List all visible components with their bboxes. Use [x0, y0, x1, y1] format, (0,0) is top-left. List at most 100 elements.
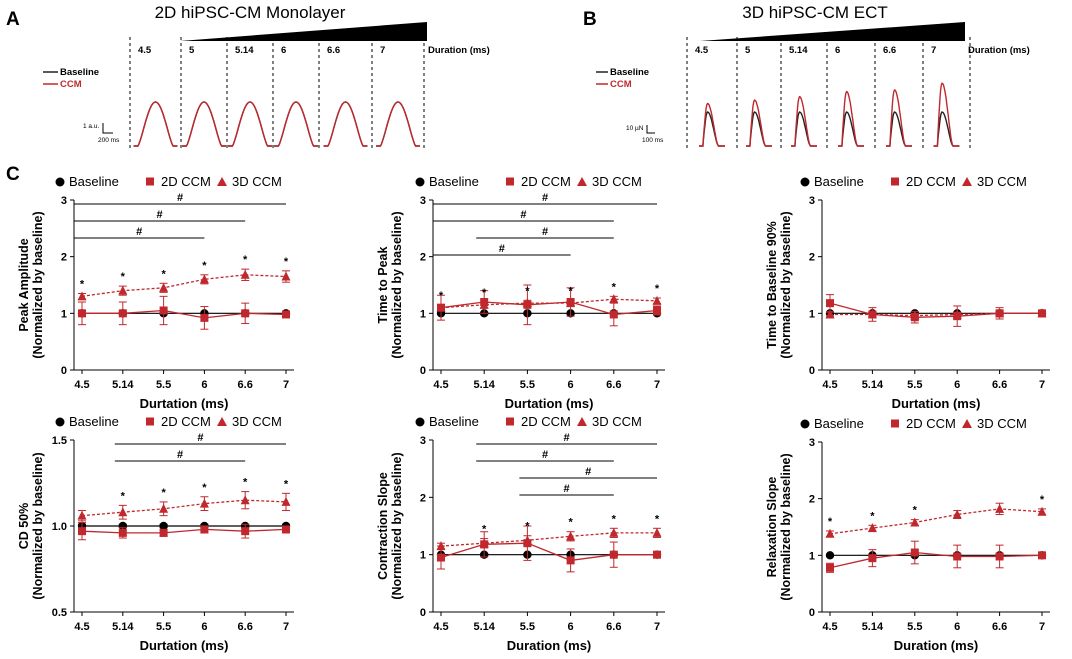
y-axis-label-line1: CD 50%: [17, 503, 31, 550]
significance-star: *: [655, 513, 660, 525]
3d-ccm-point: [1037, 308, 1047, 318]
panel-b-scale-bar-lines: [646, 125, 655, 134]
significance-star: *: [870, 510, 875, 522]
y-tick-label: 2: [420, 252, 426, 264]
significance-bracket-label: #: [520, 209, 526, 221]
panel-a-scale-bar-lines: [102, 123, 113, 134]
y-axis-label-line1: Peak Amplitude: [17, 238, 31, 331]
legend-2d-marker: [506, 177, 514, 186]
3d-ccm-point: [240, 269, 250, 279]
legend-2d-label: 2D CCM: [521, 414, 571, 429]
y-tick-label: 0: [809, 365, 815, 377]
3d-ccm-point: [479, 538, 489, 548]
y-axis-label-line2: (Normalized by baseline): [390, 452, 404, 599]
y-tick-label: 1: [420, 550, 426, 562]
significance-star: *: [202, 260, 207, 272]
a-ccm-trace: [182, 101, 226, 147]
x-tick-label: 5.14: [862, 621, 884, 633]
y-tick-label: 2: [809, 494, 815, 506]
y-axis-label-line1: Relaxation Slope: [765, 477, 779, 578]
y-tick-label: 2: [420, 492, 426, 504]
panel-a-duration-axis-label: Duration (ms): [428, 45, 490, 56]
chart-2: 0 1 2 3 4.5 5.14 5.5 6 6.6 7 Durtation (ms) Time to…: [376, 174, 665, 411]
panel-b-legend: Baseline CCM: [596, 67, 649, 90]
a-duration-label: 5.14: [235, 45, 254, 56]
x-tick-label: 6.6: [992, 379, 1007, 391]
3d-ccm-point: [77, 291, 87, 301]
legend-baseline-label: Baseline: [69, 174, 119, 189]
legend-2d-label: 2D CCM: [161, 414, 211, 429]
3d-ccm-point: [952, 309, 962, 319]
2d-ccm-series-line: [829, 551, 1043, 569]
2d-ccm-point: [566, 556, 575, 565]
2d-ccm-point: [868, 554, 877, 563]
3d-ccm-point: [995, 308, 1005, 318]
panel-b-legend-ccm: CCM: [610, 79, 632, 90]
panel-a-traces: [129, 37, 425, 148]
panel-label-b: B: [583, 9, 597, 30]
2d-ccm-point: [78, 527, 86, 536]
legend-baseline-marker: [55, 417, 65, 427]
y-tick-label: 0.5: [52, 607, 67, 619]
3d-ccm-series-line: [830, 312, 1042, 317]
significance-star: *: [913, 505, 918, 517]
y-tick-label: 2: [61, 252, 67, 264]
2d-ccm-point: [282, 525, 290, 534]
panel-b-scale-bar: 10 µN 100 ms: [626, 125, 664, 144]
3d-ccm-series-line: [829, 508, 1043, 535]
legend-2d-label: 2D CCM: [906, 174, 956, 189]
significance-star: *: [828, 516, 833, 528]
significance-bracket-label: #: [585, 466, 591, 478]
b-ccm-trace: [933, 82, 960, 147]
significance-bracket-label: #: [564, 432, 570, 444]
significance-bracket-label: #: [542, 192, 548, 204]
2d-ccm-point: [118, 528, 127, 537]
significance-star: *: [525, 521, 530, 533]
x-tick-label: 7: [1039, 621, 1045, 633]
y-axis-label-line2: (Normalized by baseline): [779, 211, 793, 358]
x-tick-label: 5.14: [473, 621, 495, 633]
x-tick-label: 4.5: [74, 379, 89, 391]
2d-ccm-point: [653, 550, 661, 559]
a-duration-label: 7: [380, 45, 385, 56]
chart-6: 0 1 2 3 4.5 5.14 5.5 6 6.6 7 Duration (ms) Relaxati…: [765, 416, 1050, 653]
panel-b-traces: [686, 37, 971, 148]
3d-ccm-series-line: [440, 298, 658, 309]
x-tick-label: 4.5: [433, 621, 448, 633]
legend-3d-label: 3D CCM: [977, 416, 1027, 431]
legend-2d-marker: [146, 177, 154, 186]
significance-star: *: [612, 513, 617, 525]
3d-ccm-point: [952, 509, 962, 519]
2d-ccm-point: [910, 548, 919, 557]
x-axis-label: Durtation (ms): [505, 396, 594, 411]
x-tick-label: 6: [568, 621, 574, 633]
2d-ccm-point: [609, 550, 618, 559]
b-ccm-trace: [838, 90, 864, 147]
significance-bracket-label: #: [542, 449, 548, 461]
significance-star: *: [161, 487, 166, 499]
a-duration-label: 6.6: [327, 45, 340, 56]
3d-ccm-point: [118, 507, 128, 517]
y-axis-label-line2: (Normalized by baseline): [390, 211, 404, 358]
x-tick-label: 7: [654, 379, 660, 391]
legend-2d-marker: [891, 177, 899, 186]
y-tick-label: 1: [420, 308, 426, 320]
3d-ccm-point: [609, 527, 619, 537]
3d-ccm-point: [159, 282, 169, 292]
legend-baseline-label: Baseline: [814, 174, 864, 189]
y-tick-label: 3: [809, 437, 815, 449]
x-tick-label: 6.6: [992, 621, 1007, 633]
panel-label-a: A: [6, 9, 20, 30]
3d-ccm-point: [867, 523, 877, 533]
panel-a-scale-bar: 1 a.u. 200 ms: [83, 123, 120, 144]
x-tick-label: 7: [283, 379, 289, 391]
legend-2d-marker: [506, 417, 514, 426]
significance-star: *: [482, 287, 487, 299]
x-tick-label: 4.5: [822, 379, 837, 391]
x-tick-label: 6: [201, 621, 207, 633]
2d-ccm-series-line: [440, 301, 658, 316]
significance-star: *: [612, 281, 617, 293]
3d-ccm-point: [118, 285, 128, 295]
significance-bracket-label: #: [136, 226, 142, 238]
panel-a-duration-labels: 4.5 5 5.14 6 6.6 7: [138, 45, 385, 56]
